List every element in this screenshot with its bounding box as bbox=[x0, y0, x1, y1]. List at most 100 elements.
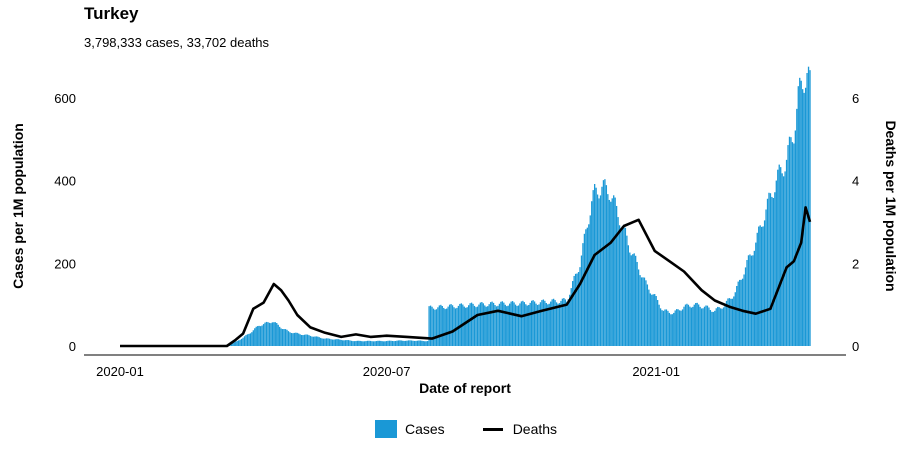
cases-bar bbox=[629, 252, 631, 346]
cases-bar bbox=[646, 284, 649, 346]
cases-bar bbox=[289, 332, 291, 346]
cases-bar bbox=[686, 303, 688, 346]
chart-title: Turkey bbox=[84, 4, 139, 23]
cases-bar bbox=[361, 341, 363, 346]
cases-bar bbox=[784, 171, 786, 346]
cases-bar bbox=[676, 309, 678, 346]
cases-bar bbox=[242, 337, 244, 346]
cases-bar bbox=[772, 198, 775, 346]
cases-bar bbox=[385, 341, 388, 346]
cases-bar bbox=[301, 334, 303, 346]
cases-bar bbox=[539, 302, 542, 346]
cases-bar bbox=[615, 205, 618, 346]
cases-bar bbox=[731, 298, 734, 346]
cases-bar bbox=[290, 333, 293, 346]
cases-bar bbox=[608, 199, 610, 346]
y2-axis-title: Deaths per 1M population bbox=[883, 120, 899, 291]
cases-bar bbox=[633, 253, 635, 346]
cases-bar bbox=[243, 336, 246, 346]
cases-bar bbox=[674, 310, 676, 346]
cases-bar bbox=[528, 304, 530, 346]
cases-bar bbox=[529, 302, 531, 346]
cases-bar bbox=[547, 304, 549, 346]
cases-bar bbox=[478, 304, 480, 346]
cases-bar bbox=[510, 301, 512, 346]
cases-bar bbox=[473, 305, 476, 346]
y-axis-title: Cases per 1M population bbox=[10, 123, 26, 289]
cases-bar bbox=[787, 145, 789, 346]
cases-bar bbox=[418, 340, 420, 346]
cases-bar bbox=[318, 337, 320, 346]
cases-bar bbox=[265, 321, 268, 346]
cases-bar bbox=[495, 306, 498, 346]
cases-bar bbox=[763, 220, 766, 346]
cases-bar bbox=[659, 308, 662, 346]
cases-bar bbox=[668, 312, 671, 346]
cases-bar bbox=[245, 335, 247, 346]
cases-bar bbox=[567, 299, 569, 346]
cases-bar bbox=[459, 303, 461, 346]
cases-bar bbox=[426, 341, 429, 346]
cases-bar bbox=[771, 196, 773, 346]
cases-bar bbox=[412, 340, 414, 346]
cases-bar bbox=[447, 306, 449, 346]
cases-bar bbox=[535, 303, 537, 346]
cases-bar bbox=[695, 303, 697, 346]
cases-bar bbox=[421, 340, 423, 346]
cases-bar bbox=[481, 302, 483, 346]
cases-bar bbox=[254, 328, 256, 346]
cases-bar bbox=[768, 192, 770, 346]
cases-bar bbox=[542, 299, 545, 346]
cases-bar bbox=[545, 303, 547, 346]
cases-bar bbox=[378, 340, 380, 346]
cases-bar bbox=[431, 306, 433, 346]
cases-bar bbox=[714, 310, 716, 346]
cases-bar bbox=[614, 197, 616, 346]
cases-bar bbox=[513, 302, 515, 346]
cases-bar bbox=[652, 294, 654, 346]
cases-bar bbox=[722, 307, 725, 346]
cases-bar bbox=[287, 331, 290, 346]
cases-bar bbox=[500, 301, 502, 346]
cases-bar bbox=[717, 306, 719, 346]
cases-bar bbox=[400, 340, 402, 346]
cases-bar bbox=[737, 281, 739, 346]
cases-bar bbox=[778, 164, 780, 346]
cases-bar bbox=[709, 310, 712, 346]
cases-bar bbox=[573, 275, 575, 346]
cases-bar bbox=[517, 305, 520, 346]
cases-bar bbox=[405, 340, 407, 346]
cases-bar bbox=[794, 130, 797, 346]
cases-bar bbox=[680, 310, 682, 346]
cases-bar bbox=[700, 308, 703, 346]
cases-bar bbox=[602, 180, 605, 346]
cases-bar bbox=[346, 340, 348, 346]
legend-deaths-label: Deaths bbox=[512, 421, 558, 437]
cases-bar bbox=[703, 306, 706, 346]
legend-deaths-swatch bbox=[482, 427, 503, 431]
cases-bar bbox=[557, 303, 559, 346]
cases-bar bbox=[393, 341, 395, 346]
cases-bar bbox=[711, 311, 713, 346]
cases-bar bbox=[648, 289, 650, 346]
cases-bar bbox=[286, 329, 288, 346]
cases-bar bbox=[750, 255, 753, 346]
cases-bar bbox=[454, 308, 457, 346]
cases-bar bbox=[303, 334, 306, 346]
cases-bar bbox=[387, 340, 389, 346]
legend-cases-swatch bbox=[375, 420, 397, 438]
cases-bar bbox=[555, 302, 558, 346]
cases-bar bbox=[649, 293, 651, 346]
cases-bar bbox=[624, 227, 627, 346]
cases-bar bbox=[465, 307, 467, 346]
cases-bar bbox=[598, 198, 600, 346]
cases-bar bbox=[605, 185, 608, 346]
cases-bar bbox=[693, 304, 695, 346]
cases-bar bbox=[766, 198, 769, 346]
cases-bar bbox=[684, 304, 687, 346]
cases-bar bbox=[358, 340, 360, 346]
cases-bar bbox=[698, 304, 700, 346]
cases-bar bbox=[428, 306, 430, 346]
cases-bar bbox=[399, 340, 401, 346]
cases-bar bbox=[437, 307, 439, 346]
